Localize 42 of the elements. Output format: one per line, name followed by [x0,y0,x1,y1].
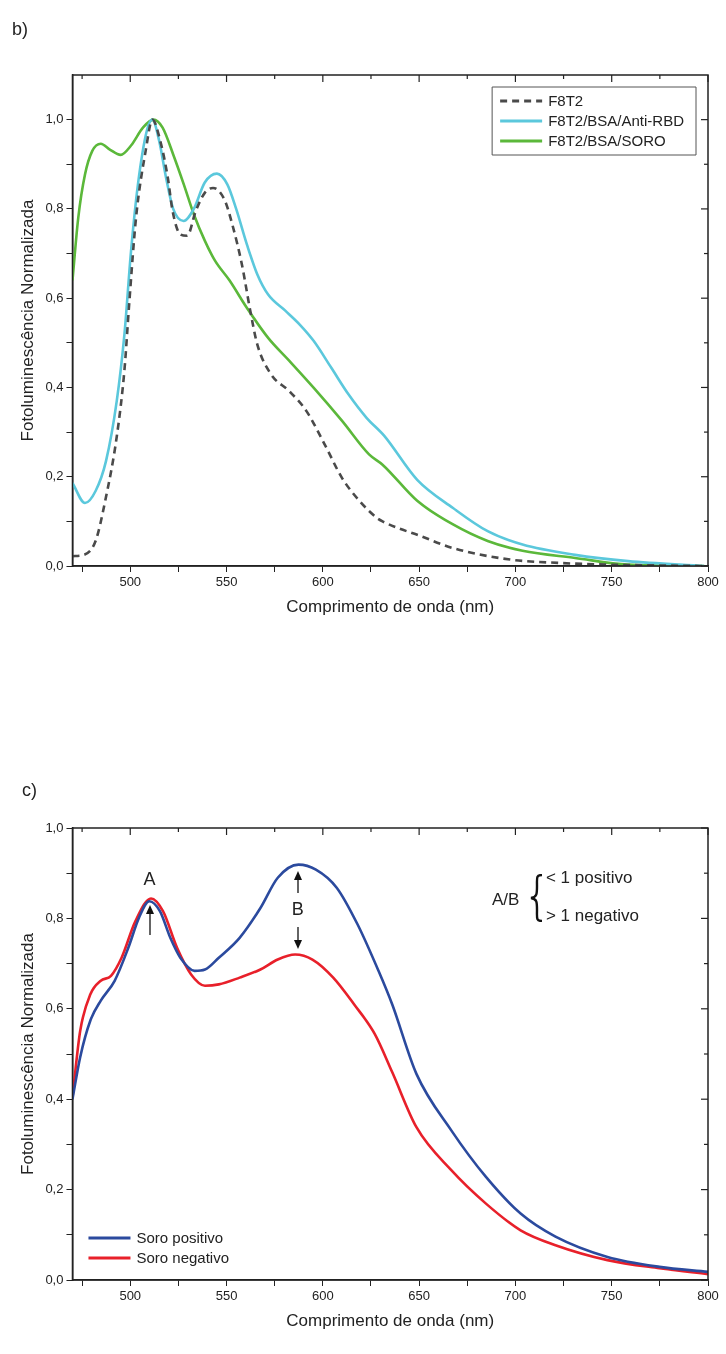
y-tick-label: 0,8 [45,909,64,925]
y-tick-label: 0,2 [45,468,64,484]
annotation: A/B [491,890,520,910]
annotation: > 1 negativo [545,906,640,926]
x-axis-title: Comprimento de onda (nm) [286,1311,495,1331]
legend-label: Soro positivo [136,1229,224,1247]
x-tick-label: 550 [215,1288,238,1304]
x-tick-label: 650 [408,1288,430,1304]
chart-title: b) [12,19,29,40]
y-tick-label: 0,6 [45,1000,64,1016]
x-tick-label: 750 [600,574,623,590]
y-tick-label: 1,0 [45,111,64,127]
x-axis-title: Comprimento de onda (nm) [286,597,495,617]
legend-label: F8T2/BSA/SORO [548,132,666,150]
x-tick-label: 700 [504,1288,527,1304]
y-tick-label: 1,0 [45,819,64,835]
y-tick-label: 0,4 [45,1090,64,1106]
y-tick-label: 0,0 [45,557,64,573]
x-tick-label: 500 [119,1288,142,1304]
y-tick-label: 0,8 [45,200,64,216]
x-tick-label: 550 [215,574,238,590]
annotation: B [291,898,304,920]
y-axis-title: Fotoluminescência Normalizada [17,199,37,442]
legend-label: F8T2 [548,92,584,110]
legend-label: Soro negativo [136,1249,230,1267]
legend-label: F8T2/BSA/Anti-RBD [548,112,685,130]
annotation: < 1 positivo [545,868,633,888]
y-tick-label: 0,0 [45,1271,64,1287]
y-tick-label: 0,2 [45,1181,64,1197]
y-tick-label: 0,4 [45,379,64,395]
x-tick-label: 500 [119,574,142,590]
x-tick-label: 600 [311,1288,334,1304]
x-tick-label: 600 [311,574,334,590]
x-tick-label: 650 [408,574,430,590]
x-tick-label: 750 [600,1288,623,1304]
x-tick-label: 800 [697,1288,719,1304]
x-tick-label: 800 [697,574,719,590]
chart-title: c) [22,780,37,801]
y-tick-label: 0,6 [45,289,64,305]
x-tick-label: 700 [504,574,527,590]
annotation: A [143,868,156,889]
y-axis-title: Fotoluminescência Normalizada [17,932,37,1175]
